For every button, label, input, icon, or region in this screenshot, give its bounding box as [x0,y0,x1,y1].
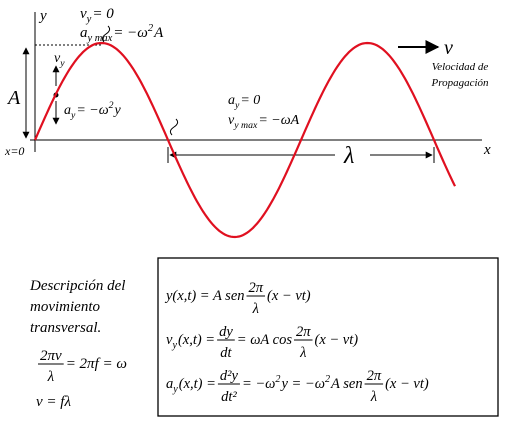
formula-part: λ [370,389,377,405]
formula-part: = ωA cos [237,332,293,348]
formula-part: y(x,t) = A sen [164,288,245,304]
formula-part: = −ω [242,376,275,392]
formula-part: v [166,332,173,348]
formula-part: dt² [221,389,237,405]
formula-part: y max [233,120,258,131]
description: movimiento [30,299,100,315]
formula-part: = −ωA [258,113,299,128]
pointer [101,25,111,43]
wavelength-label: λ [343,143,354,169]
formula-part: y [70,110,76,121]
formula-part: λ [47,369,55,385]
formula-part: y [113,103,122,118]
formula-part: = −ω [76,103,108,118]
formula-part: 2π [249,280,264,296]
formula-part: = 0 [92,6,114,22]
description: Descripción del [29,278,125,294]
formula-part: y [59,58,65,69]
formula-part: (x − vt) [315,332,359,348]
formula-part: a [64,103,71,118]
formula-part: d²y [220,368,239,384]
formula-part: λ [252,301,259,317]
formula-part: = −ω [113,25,148,41]
formula-part: v [228,113,235,128]
formula-part: a [166,376,173,392]
formula-part: v = fλ [36,394,71,410]
formula-part: 2 [109,100,114,111]
formula-part: 2 [325,374,330,385]
formula-part: A sen [330,376,363,392]
formula-part: y = −ω [279,376,325,392]
y-label: y [38,8,47,24]
pointer [169,118,179,136]
formula-part: 2πv [40,348,62,364]
formula-part: a [80,25,88,41]
formula-part: dy [219,324,233,340]
formula-box [157,257,499,417]
formula-part: dt [220,345,232,361]
formula-part: 2 [275,374,280,385]
formula-part: y [234,100,240,111]
formula-part: λ [299,345,306,361]
formula-part: v [80,6,87,22]
formula-part: y [86,14,92,25]
formula-part: 2π [367,368,382,384]
x-label: x [483,142,491,158]
formula-part: (x,t) = [178,332,215,348]
formula-part: y [172,384,178,395]
formula-part: (x − vt) [267,288,311,304]
wave [33,41,456,239]
formula-part: (x,t) = [179,376,216,392]
formula-part: 2π [296,324,311,340]
formula-part: v [54,51,61,66]
formula-part: (x − vt) [385,376,429,392]
formula-part: = 2πf = ω [66,356,127,372]
description: transversal. [30,320,101,336]
origin-label: x=0 [4,144,24,158]
formula-part: y [171,340,177,351]
propagation-label: Propagación [430,77,489,89]
formula-part: y max [87,33,113,44]
formula-part: 2 [148,23,154,34]
propagation-label: Velocidad de [432,61,489,73]
formula-part: v [444,37,453,59]
formula-part: a [228,93,235,108]
formula-part: A [153,25,164,41]
formula-part: = 0 [240,93,260,108]
amplitude-label: A [6,87,21,109]
